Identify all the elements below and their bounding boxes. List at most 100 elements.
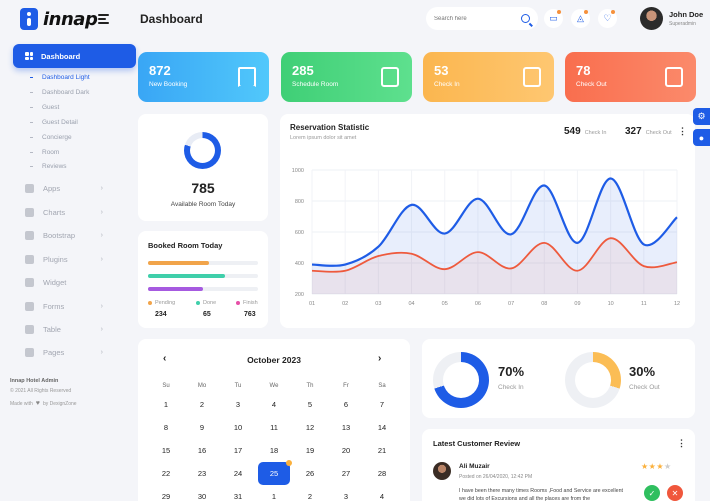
checkout-value: 327 [625,126,642,137]
calendar-day[interactable]: 30 [197,492,207,501]
more-options-icon[interactable]: ⋮ [678,126,687,136]
sidebar-item-widget[interactable]: Widget [25,278,103,287]
reservation-chart-card: Reservation Statistic Lorem ipsum dolor … [280,114,695,328]
reviewer-name: Ali Muzair [459,463,490,470]
calendar-day[interactable]: 13 [341,423,351,432]
theme-button[interactable]: ● [693,129,710,146]
calendar-day[interactable]: 1 [271,492,277,501]
stat-card-schedule-room[interactable]: 285 Schedule Room [281,52,412,102]
review-card: Latest Customer Review ⋮ Ali Muzair Post… [422,429,695,501]
calendar-day[interactable]: 20 [341,446,351,455]
calendar-day[interactable]: 11 [270,423,278,432]
sidebar-item-label: Plugins [43,255,68,264]
checkin-ring [433,352,489,408]
calendar-day[interactable]: 3 [343,492,349,501]
calendar-day[interactable]: 7 [379,400,385,409]
calendar-day[interactable]: 23 [197,469,207,478]
sidebar-subitem-concierge[interactable]: Concierge [30,134,72,141]
calendar-day[interactable]: 19 [305,446,315,455]
prev-month-button[interactable]: ‹ [163,353,167,364]
calendar-day[interactable]: 5 [307,400,313,409]
search-icon[interactable] [521,14,530,23]
sidebar-item-forms[interactable]: Forms › [25,302,103,311]
sidebar-subitem-guest[interactable]: Guest [30,104,59,111]
calendar-day[interactable]: 22 [161,469,171,478]
calendar-day[interactable]: 2 [307,492,313,501]
sidebar-item-plugins[interactable]: Plugins › [25,255,103,264]
menu-toggle-icon[interactable] [98,14,109,26]
calendar-day[interactable]: 24 [233,469,243,478]
calendar-day[interactable]: 6 [343,400,349,409]
calendar-day[interactable]: 16 [197,446,207,455]
calendar-day[interactable]: 10 [233,423,243,432]
settings-button[interactable]: ⚙ [693,108,710,125]
calendar-day[interactable]: 27 [341,469,351,478]
sidebar-item-label: Charts [43,208,66,217]
progress-bar-done [148,274,258,278]
heart-icon [25,255,34,264]
apps-icon [25,184,34,193]
calendar-day[interactable]: 18 [269,446,279,455]
sidebar-item-bootstrap[interactable]: Bootstrap › [25,231,103,240]
sidebar-item-pages[interactable]: Pages › [25,348,103,357]
calendar-day[interactable]: 9 [199,423,205,432]
user-profile[interactable]: John Doe Superadmin [640,7,703,30]
x-tick-label: 01 [309,301,315,307]
stat-card-new-booking[interactable]: 872 New Booking [138,52,269,102]
calendar-day[interactable]: 15 [161,446,171,455]
calendar-day[interactable]: 8 [163,423,169,432]
progress-fill [148,274,225,278]
legend-value-pending: 234 [155,311,167,318]
weekday-label: Th [306,383,314,389]
user-name: John Doe [669,10,704,19]
logout-icon [665,67,683,87]
sidebar-item-table[interactable]: Table › [25,325,103,334]
calendar-day[interactable]: 12 [305,423,315,432]
favorites-button[interactable]: ♡ [598,9,617,28]
sidebar-subitem-guest-detail[interactable]: Guest Detail [30,119,78,126]
calendar-day-selected[interactable]: 25 [258,460,292,485]
reject-button[interactable]: ✕ [667,485,683,501]
sidebar-item-label: Bootstrap [43,231,76,240]
sidebar-subitem-dashboard-light[interactable]: Dashboard Light [30,74,90,81]
calendar-day[interactable]: 4 [271,400,277,409]
sidebar-subitem-dashboard-dark[interactable]: Dashboard Dark [30,89,89,96]
calendar-day[interactable]: 2 [199,400,205,409]
calendar-day[interactable]: 29 [161,492,171,501]
charts-icon [25,208,34,217]
sidebar-subitem-room[interactable]: Room [30,149,59,156]
next-month-button[interactable]: › [378,353,382,364]
calendar-day[interactable]: 31 [233,492,243,501]
chat-button[interactable]: ▭ [544,9,563,28]
available-room-card: 785 Available Room Today [138,114,268,221]
logo[interactable]: innap [20,8,98,30]
sidebar-item-apps[interactable]: Apps › [25,184,103,193]
footer-copyright: © 2021 All Rights Reserved [10,388,72,394]
calendar-day[interactable]: 14 [377,423,387,432]
sidebar-item-dashboard[interactable]: Dashboard [13,44,136,68]
calendar-day[interactable]: 4 [379,492,385,501]
calendar-day[interactable]: 28 [377,469,387,478]
available-room-value: 785 [191,180,215,196]
sidebar-item-charts[interactable]: Charts › [25,208,103,217]
reviewer-avatar [433,462,451,480]
search-input[interactable] [434,15,514,22]
checkin-value: 549 [564,126,581,137]
more-options-icon[interactable]: ⋮ [677,438,686,448]
page-title: Dashboard [140,12,203,26]
notification-button[interactable]: ◬ [571,9,590,28]
progress-bar-pending [148,261,258,265]
review-date: Posted on 26/04/2020, 12:42 PM [459,474,533,480]
calendar-day[interactable]: 17 [233,446,243,455]
booked-room-card: Booked Room Today Pending Done Finish 23… [138,231,268,328]
calendar-day[interactable]: 21 [377,446,387,455]
approve-button[interactable]: ✓ [644,485,660,501]
sidebar-subitem-reviews[interactable]: Reviews [30,163,67,170]
calendar-day[interactable]: 3 [235,400,241,409]
chevron-right-icon: › [100,185,103,192]
calendar-day[interactable]: 26 [305,469,315,478]
stat-card-check-out[interactable]: 78 Check Out [565,52,696,102]
stat-card-check-in[interactable]: 53 Check In [423,52,554,102]
calendar-day[interactable]: 1 [163,400,169,409]
x-tick-label: 07 [508,301,514,307]
